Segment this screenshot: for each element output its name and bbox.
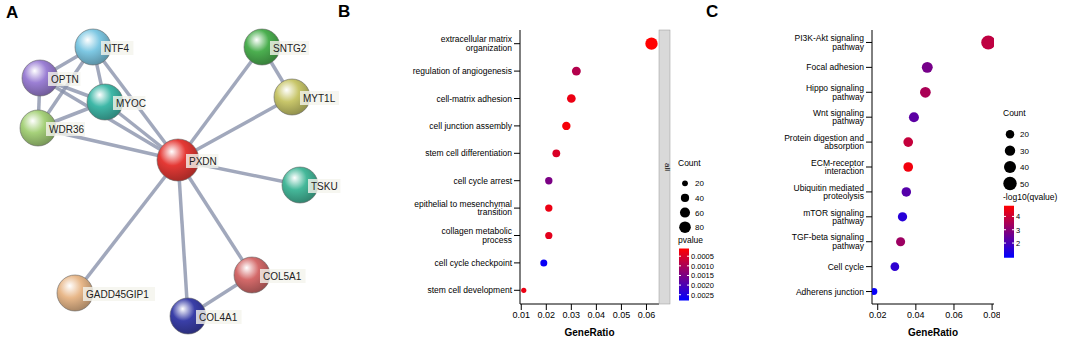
svg-text:GADD45GIP1: GADD45GIP1 (86, 289, 149, 300)
svg-text:20: 20 (1020, 130, 1029, 139)
svg-text:cell junction assembly: cell junction assembly (429, 121, 512, 131)
svg-text:cell cycle arrest: cell cycle arrest (453, 176, 512, 186)
svg-text:ECM-receptorinteraction: ECM-receptorinteraction (811, 158, 864, 177)
svg-text:Protein digestion andabsorptio: Protein digestion andabsorption (784, 133, 864, 152)
svg-text:50: 50 (1020, 180, 1029, 189)
svg-text:A: A (6, 3, 18, 22)
svg-text:pvalue: pvalue (678, 235, 703, 245)
svg-text:0.0020: 0.0020 (691, 281, 714, 290)
svg-text:4: 4 (1016, 212, 1020, 221)
html-text:B: B (338, 2, 351, 21)
svg-text:all: all (663, 163, 672, 171)
svg-text:0.0015: 0.0015 (691, 271, 714, 280)
svg-text:GeneRatio: GeneRatio (564, 327, 614, 338)
svg-text:cell-matrix adhesion: cell-matrix adhesion (436, 94, 512, 104)
svg-text:80: 80 (695, 223, 704, 232)
svg-text:0.04: 0.04 (588, 310, 606, 320)
svg-text:stem cell development: stem cell development (427, 285, 512, 295)
svg-text:stem cell differentiation: stem cell differentiation (425, 148, 512, 158)
svg-text:extracellular matrixorganizati: extracellular matrixorganization (441, 34, 513, 52)
svg-text:60: 60 (695, 209, 704, 218)
svg-text:OPTN: OPTN (51, 74, 79, 85)
svg-text:GeneRatio: GeneRatio (908, 327, 958, 338)
svg-text:Cell cycle: Cell cycle (828, 262, 865, 272)
svg-text:0.04: 0.04 (907, 310, 925, 320)
svg-text:Wnt signalingpathway: Wnt signalingpathway (813, 108, 865, 127)
svg-text:SNTG2: SNTG2 (273, 43, 307, 54)
svg-text:0.03: 0.03 (563, 310, 581, 320)
svg-text:40: 40 (695, 194, 704, 203)
svg-text:40: 40 (1020, 163, 1029, 172)
svg-text:epithelial to mesenchymaltrans: epithelial to mesenchymaltransition (414, 199, 512, 218)
svg-text:PI3K-Akt signalingpathway: PI3K-Akt signalingpathway (795, 33, 865, 52)
svg-text:3: 3 (1016, 226, 1020, 235)
svg-text:MYT1L: MYT1L (303, 93, 336, 104)
svg-text:30: 30 (1020, 147, 1029, 156)
svg-text:2: 2 (1016, 239, 1020, 248)
svg-text:Hippo signalingpathway: Hippo signalingpathway (806, 83, 865, 102)
svg-text:TSKU: TSKU (311, 181, 338, 192)
svg-text:Count: Count (1003, 108, 1026, 118)
svg-text:0.02: 0.02 (869, 310, 887, 320)
svg-text:0.02: 0.02 (538, 310, 556, 320)
svg-text:Count: Count (678, 158, 701, 168)
svg-text:0.0025: 0.0025 (691, 291, 714, 300)
svg-text:0.08: 0.08 (983, 310, 1000, 320)
svg-text:regulation of angiogenesis: regulation of angiogenesis (413, 66, 512, 76)
svg-text:PXDN: PXDN (189, 156, 217, 167)
svg-text:-log10(qvalue): -log10(qvalue) (1003, 192, 1058, 202)
svg-text:0.05: 0.05 (613, 310, 631, 320)
svg-text:Adherens junction: Adherens junction (796, 287, 864, 297)
svg-text:MYOC: MYOC (116, 98, 146, 109)
svg-text:0.0010: 0.0010 (691, 262, 714, 271)
svg-text:cell cycle checkpoint: cell cycle checkpoint (435, 258, 513, 268)
svg-text:0.01: 0.01 (512, 310, 530, 320)
svg-text:COL4A1: COL4A1 (199, 312, 238, 323)
svg-text:0.0005: 0.0005 (691, 252, 714, 261)
svg-text:COL5A1: COL5A1 (263, 271, 302, 282)
svg-text:collagen metabolicprocess: collagen metabolicprocess (442, 226, 513, 245)
svg-text:Focal adhesion: Focal adhesion (806, 62, 864, 72)
svg-text:0.06: 0.06 (638, 310, 656, 320)
svg-text:Ubiquitin mediatedproteolysis: Ubiquitin mediatedproteolysis (794, 183, 865, 202)
svg-text:WDR36: WDR36 (49, 124, 84, 135)
svg-text:0.06: 0.06 (945, 310, 963, 320)
svg-text:mTOR signalingpathway: mTOR signalingpathway (803, 208, 865, 227)
svg-text:TGF-beta signalingpathway: TGF-beta signalingpathway (792, 232, 865, 251)
svg-text:20: 20 (695, 179, 704, 188)
svg-text:NTF4: NTF4 (104, 43, 129, 54)
html-text:C: C (706, 2, 719, 21)
